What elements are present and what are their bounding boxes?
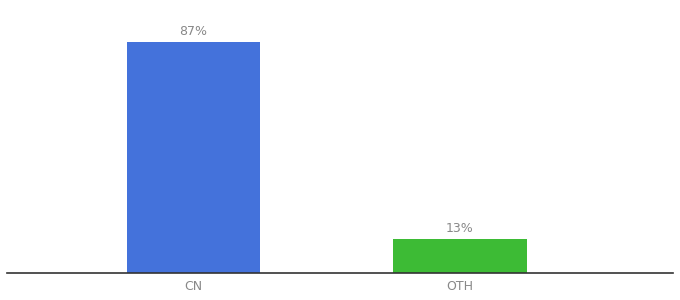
Text: 13%: 13% [446, 221, 474, 235]
Bar [127, 41, 260, 273]
Text: 87%: 87% [180, 25, 207, 38]
Bar [393, 238, 526, 273]
